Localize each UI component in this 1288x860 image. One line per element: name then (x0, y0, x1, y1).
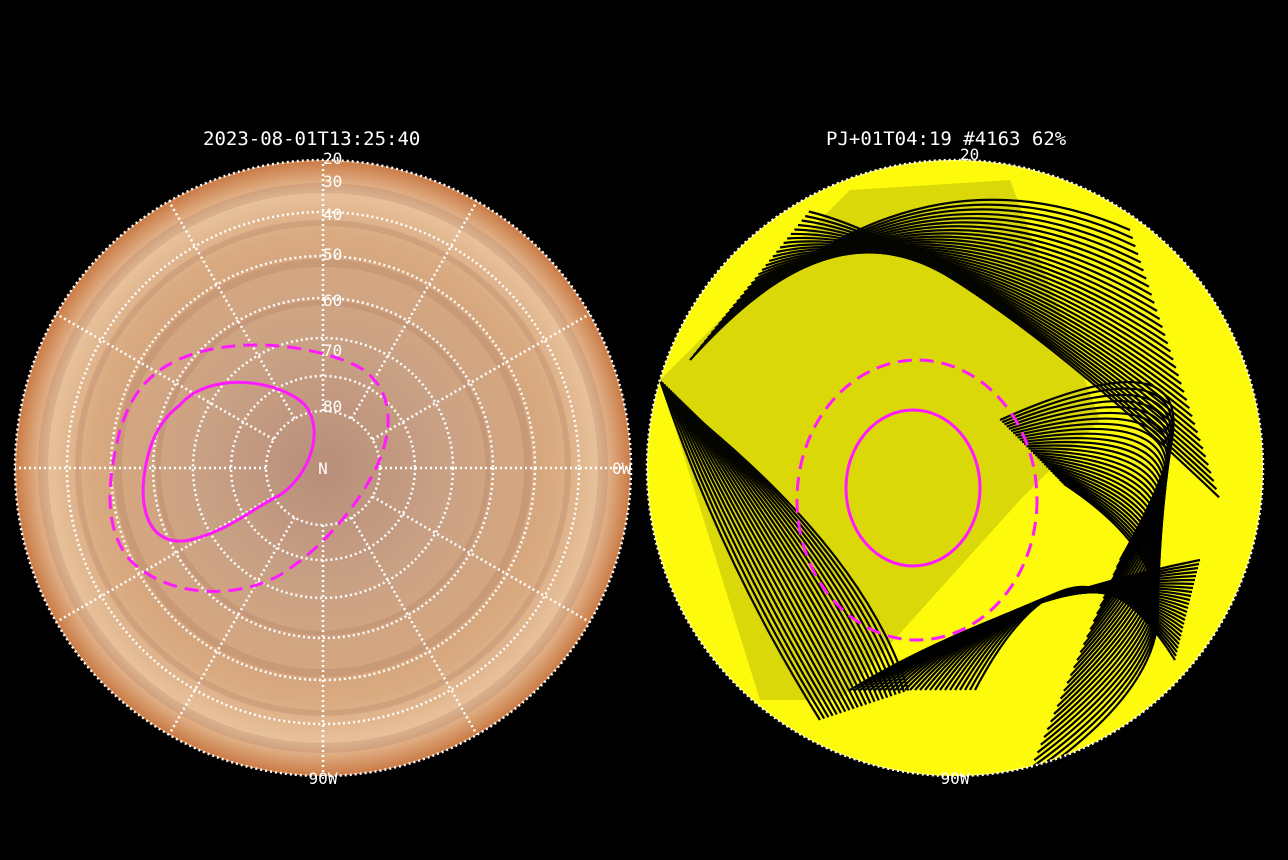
swath-arc (765, 250, 1188, 401)
swath-arc (669, 390, 842, 714)
swath-arc (701, 421, 906, 693)
swath-arc (787, 236, 1204, 450)
meridian-line (167, 200, 296, 420)
lat-label: 30 (323, 172, 342, 191)
meridian-line (371, 495, 591, 624)
swath-arc (688, 408, 880, 701)
swath-arc (772, 247, 1193, 418)
lat-label: 70 (323, 341, 342, 360)
swath-arc (1030, 449, 1164, 669)
right-panel-title: PJ+01T04:19 #4163 62% (826, 128, 1067, 150)
swath-arc (783, 240, 1201, 442)
meridian-line (55, 495, 275, 624)
left-polar-map: N 20 30 40 50 60 70 80 0W 90W (13, 149, 633, 788)
swath-arc (757, 251, 1182, 385)
swath-arc (750, 250, 1177, 369)
swath-arc (673, 394, 851, 711)
swath-arc (1015, 422, 1168, 615)
auroral-oval-dashed-right (795, 358, 1039, 642)
latitude-circle (191, 336, 455, 600)
left-panel-title: 2023-08-01T13:25:40 (203, 128, 421, 150)
swath-arc (743, 248, 1172, 353)
swath-arc (1035, 454, 1163, 684)
swath-arc (692, 412, 889, 699)
latitude-labels: 20 30 40 50 60 70 80 (323, 149, 342, 416)
latitude-circle (151, 296, 495, 640)
pole-label: N (318, 459, 328, 478)
meridian-line (167, 516, 296, 736)
auroral-oval-solid (141, 380, 316, 543)
swath-arc (779, 243, 1199, 434)
swath-arc (684, 404, 872, 704)
swath-arc (658, 379, 821, 721)
jupiter-north-disk (15, 160, 631, 776)
lat-label: 50 (323, 245, 342, 264)
swath-arc (661, 381, 826, 720)
lat-label-right: 20 (960, 145, 979, 164)
swath-arc (663, 383, 830, 718)
band-texture (38, 183, 608, 753)
swath-arc (682, 402, 868, 706)
swath-arc (754, 251, 1180, 377)
auroral-oval-solid-right (844, 408, 982, 568)
swath-arc (761, 250, 1185, 393)
lat-lon-grid (13, 158, 633, 778)
auroral-oval-dashed (108, 343, 390, 593)
swath-arc (776, 245, 1196, 426)
swath-arc (747, 249, 1174, 361)
swath-arc (1032, 451, 1163, 677)
swath-arc (680, 400, 863, 707)
meridian-line (371, 312, 591, 441)
lat-label: 80 (323, 397, 342, 416)
right-polar-map: 20 90W (645, 145, 1265, 788)
meridian-line (55, 312, 275, 441)
meridian-line (350, 516, 479, 736)
swath-arc (808, 210, 1220, 499)
lat-label: 20 (323, 149, 342, 168)
swath-arc (667, 387, 838, 715)
lon-label-90w: 90W (309, 769, 338, 788)
lat-label: 40 (323, 205, 342, 224)
swath-arc (1028, 447, 1164, 661)
swath-arc (675, 396, 855, 710)
swath-arc (699, 419, 901, 694)
swath-arc (1037, 456, 1162, 692)
latitude-circle (65, 210, 581, 726)
swath-arc (974, 585, 1176, 691)
lon-label-90w-right: 90W (941, 769, 970, 788)
swath-arc (665, 385, 834, 717)
swath-arc (677, 398, 859, 708)
footprint-swaths (647, 160, 1263, 776)
swath-arc (1017, 427, 1168, 623)
swath-arc (697, 417, 897, 696)
swath-arc (703, 423, 910, 691)
swath-arc (768, 249, 1191, 410)
swath-arc (686, 406, 876, 703)
disk-edge (645, 158, 1265, 778)
swath-arc (671, 392, 847, 713)
swath-arc (694, 414, 893, 697)
lat-label: 60 (323, 291, 342, 310)
swath-arc (1019, 432, 1167, 630)
lon-label-0w: 0W (612, 459, 632, 478)
meridian-line (350, 200, 479, 420)
swath-arc (690, 410, 885, 700)
